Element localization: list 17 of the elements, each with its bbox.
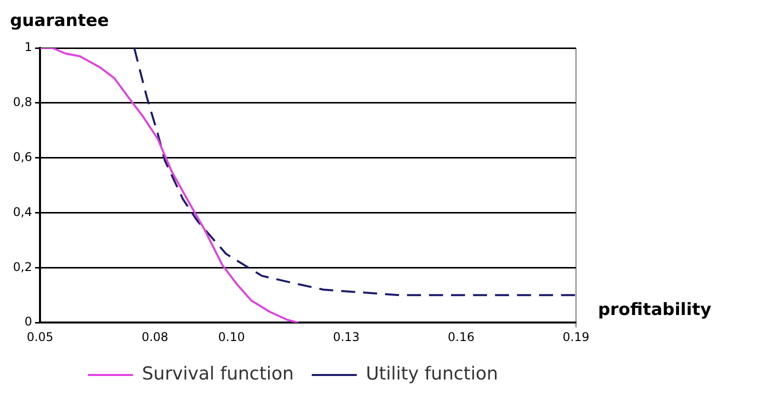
y-axis-title: guarantee [10,10,109,31]
legend-label: Utility function [366,364,498,385]
y-tick-label: 1 [24,40,32,54]
y-tick-label: 0,8 [12,95,32,110]
y-tick-label: 0,6 [12,150,32,164]
x-tick-label: 0.13 [332,330,360,344]
x-tick-label: 0.19 [562,330,590,344]
x-tick-label: 0.05 [26,330,54,344]
y-tick-label: 0 [24,314,32,329]
x-tick-label: 0.08 [142,330,168,344]
line-series [133,48,576,296]
y-tick-label: 0,2 [12,260,32,274]
x-tick-label: 0.16 [448,330,475,344]
x-axis-title: profitability [598,300,712,320]
y-tick-label: 0,4 [12,204,32,219]
legend-label: Survival function [142,364,294,385]
x-tick-label: 0.10 [218,330,245,344]
